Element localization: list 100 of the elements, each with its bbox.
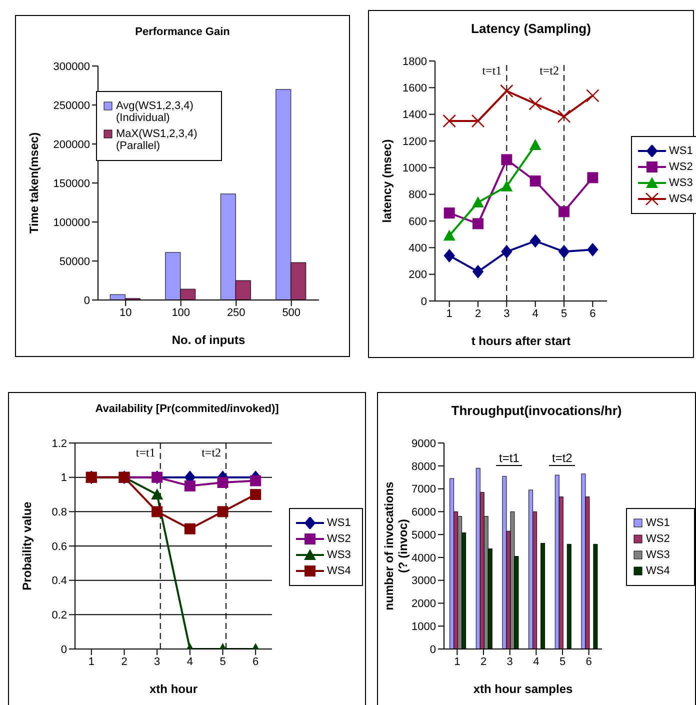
x-tick-label: 2 xyxy=(474,308,482,320)
x-tick-label: 3 xyxy=(506,656,513,668)
point xyxy=(152,506,163,518)
y-tick-label: 100000 xyxy=(53,216,90,229)
y-tick-label: 0.4 xyxy=(52,575,67,588)
y-tick-label: 300000 xyxy=(53,60,90,73)
legend-label: WS1 xyxy=(327,517,351,529)
y-tick-label: 2000 xyxy=(412,598,436,610)
y-tick-label: 0.6 xyxy=(52,540,67,553)
point xyxy=(587,172,598,184)
point xyxy=(472,196,484,208)
point xyxy=(184,523,196,534)
y-tick-label: 5000 xyxy=(412,529,436,542)
point xyxy=(151,488,164,500)
legend-label: WS4 xyxy=(669,193,693,205)
y-tick-label: 0 xyxy=(420,296,427,308)
x-tick-label: 3 xyxy=(504,308,510,320)
x-axis-title: xth hour xyxy=(150,682,198,696)
x-tick-label: 6 xyxy=(590,308,596,320)
point xyxy=(586,89,600,102)
point xyxy=(528,97,542,110)
point xyxy=(558,245,570,258)
y-tick-label: 8000 xyxy=(412,460,436,473)
y-tick-label: 1000 xyxy=(412,621,436,634)
x-tick-label: 5 xyxy=(560,308,568,320)
x-tick-label: 1 xyxy=(454,656,460,668)
x-tick-label: 2 xyxy=(480,656,487,668)
y-tick-label: 1400 xyxy=(402,109,427,122)
point xyxy=(530,234,541,248)
y-tick-label: 4000 xyxy=(412,552,436,564)
y-tick-label: 1600 xyxy=(402,82,427,95)
legend-label: WS3 xyxy=(669,177,693,189)
x-tick-label: 3 xyxy=(154,656,160,668)
y-tick-label: 50000 xyxy=(59,256,90,268)
legend-label: WS3 xyxy=(646,549,670,561)
y-tick-label: 1200 xyxy=(402,136,427,148)
y-tick-label: 0 xyxy=(84,294,90,307)
legend-label: WS1 xyxy=(669,145,693,157)
point xyxy=(500,180,513,192)
y-tick-label: 6000 xyxy=(412,506,436,519)
y-tick-label: 200000 xyxy=(53,138,90,151)
point xyxy=(472,265,484,278)
x-tick-label: 2 xyxy=(121,656,128,668)
legend-label: WS2 xyxy=(669,161,693,173)
point xyxy=(500,84,514,98)
legend-label: WS2 xyxy=(327,533,351,545)
point xyxy=(444,208,455,218)
x-axis-title: xth hour samples xyxy=(473,682,574,696)
point xyxy=(443,230,456,241)
y-tick-label: 150000 xyxy=(53,178,90,190)
point xyxy=(250,489,262,500)
chart-title: Availability [Pr(commited/invoked)] xyxy=(94,403,280,417)
point xyxy=(529,139,542,150)
y-tick-label: 7000 xyxy=(412,484,436,496)
point xyxy=(217,506,228,518)
point xyxy=(217,476,228,488)
y-tick-label: 0 xyxy=(430,644,436,656)
y-tick-label: 1800 xyxy=(402,56,427,68)
y-tick-label: 250000 xyxy=(53,100,90,112)
ref-line-label: t=t2 xyxy=(540,64,559,78)
y-tick-label: 1000 xyxy=(402,162,427,175)
ref-line-label: t=t2 xyxy=(202,446,222,460)
y-tick-label: 600 xyxy=(408,216,427,228)
x-tick-label: 250 xyxy=(226,306,246,319)
y-tick-label: 1.2 xyxy=(52,438,67,450)
annotation: t=t1 xyxy=(496,451,522,466)
legend-label: WS4 xyxy=(327,565,351,577)
chart-title: Latency (Sampling) xyxy=(470,21,592,38)
legend-label: WS4 xyxy=(646,565,670,577)
point xyxy=(587,243,598,256)
x-tick-label: 4 xyxy=(532,308,538,320)
legend-label: WS3 xyxy=(327,549,351,561)
y-axis-title: Time taken(msec) xyxy=(27,132,41,234)
y-tick-label: 200 xyxy=(408,269,427,282)
point xyxy=(472,218,484,230)
y-tick-label: 400 xyxy=(408,242,427,255)
y-axis-title: latency (msec) xyxy=(380,139,394,223)
point xyxy=(530,176,541,186)
x-tick-label: 6 xyxy=(586,656,592,668)
y-tick-label: 0.8 xyxy=(52,506,67,519)
x-tick-label: 5 xyxy=(559,656,566,668)
point xyxy=(471,114,485,128)
x-axis-title: t hours after start xyxy=(471,334,571,348)
x-tick-label: 4 xyxy=(186,656,193,668)
x-tick-label: 100 xyxy=(172,306,190,319)
legend-label: WS1 xyxy=(646,517,670,529)
legend-label: WS2 xyxy=(646,533,670,545)
ref-line-label: t=t1 xyxy=(136,446,156,460)
legend-label: MaX(WS1,2,3,4) (Parallel) xyxy=(116,128,198,152)
point xyxy=(501,154,512,166)
y-tick-label: 3000 xyxy=(412,575,436,588)
y-tick-label: 0.2 xyxy=(52,610,67,622)
y-axis-title: Probaility value xyxy=(20,501,34,590)
point xyxy=(250,475,262,486)
x-tick-label: 6 xyxy=(252,656,259,668)
chart-title: Performance Gain xyxy=(134,26,231,40)
y-axis-title: number of invocations (? (invoc) xyxy=(382,481,410,610)
y-tick-label: 800 xyxy=(408,189,427,202)
y-tick-label: 1 xyxy=(60,472,67,484)
legend-label: Avg(WS1,2,3,4) (Individual) xyxy=(116,100,194,124)
